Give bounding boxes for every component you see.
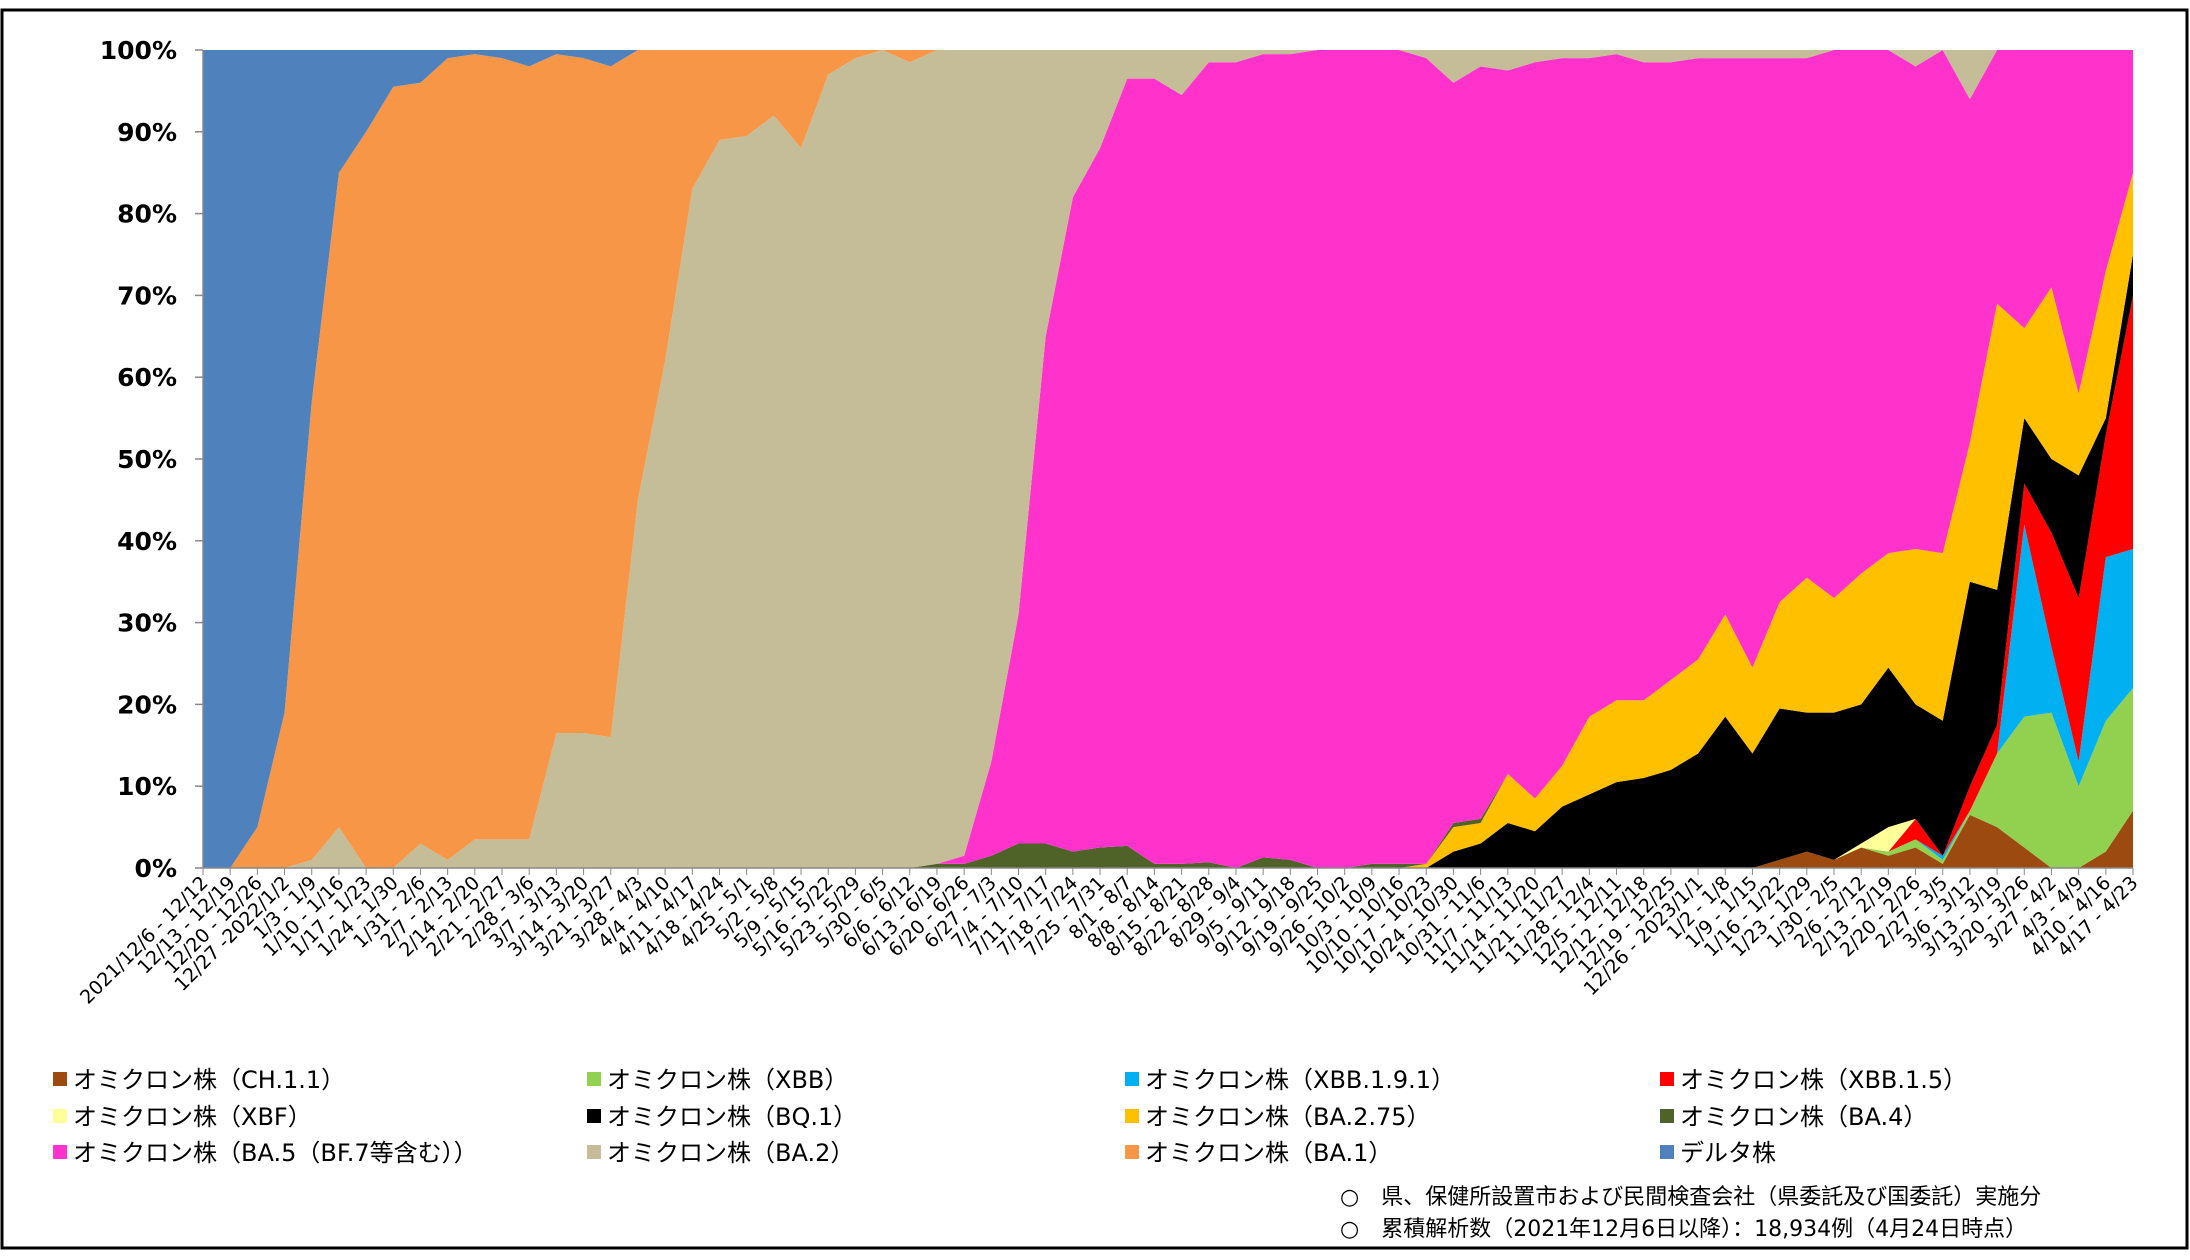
legend-swatch <box>1660 1145 1674 1159</box>
y-tick-label: 20% <box>117 690 177 719</box>
legend-label: オミクロン株（BA.5（BF.7等含む）） <box>73 1139 478 1167</box>
legend-label: オミクロン株（BQ.1） <box>607 1103 857 1131</box>
legend-swatch <box>587 1109 601 1123</box>
y-tick-label: 40% <box>117 527 177 556</box>
legend-label: オミクロン株（XBB） <box>607 1066 848 1094</box>
note: ○ 県、保健所設置市および民間検査会社（県委託及び国委託）実施分 <box>1340 1185 2041 1210</box>
note: ○ 累積解析数（2021年12月6日以降）：18,934例（4月24日時点） <box>1340 1217 2027 1242</box>
area <box>203 50 2133 868</box>
y-tick-label: 30% <box>117 609 177 638</box>
y-tick-label: 50% <box>117 445 177 474</box>
legend-label: オミクロン株（CH.1.1） <box>73 1066 345 1094</box>
legend-swatch <box>1125 1145 1139 1159</box>
legend-label: オミクロン株（BA.2） <box>607 1139 854 1167</box>
legend-swatch <box>587 1072 601 1086</box>
y-tick-label: 90% <box>117 118 177 147</box>
legend-swatch <box>1125 1072 1139 1086</box>
area <box>203 50 2133 868</box>
legend-label: デルタ株 <box>1680 1139 1776 1167</box>
y-tick-label: 0% <box>135 854 177 883</box>
y-tick-label: 60% <box>117 363 177 392</box>
legend-swatch <box>53 1109 67 1123</box>
y-tick-label: 100% <box>100 36 177 65</box>
legend-label: オミクロン株（BA.4） <box>1680 1103 1927 1131</box>
legend-swatch <box>587 1145 601 1159</box>
area <box>203 810 2133 868</box>
area <box>203 254 2133 868</box>
legend-label: オミクロン株（BA.2.75） <box>1145 1103 1431 1131</box>
legend-label: オミクロン株（BA.1） <box>1145 1139 1392 1167</box>
legend-label: オミクロン株（XBB.1.5） <box>1680 1066 1967 1094</box>
y-tick-label: 80% <box>117 200 177 229</box>
y-tick-label: 10% <box>117 772 177 801</box>
legend-swatch <box>1660 1072 1674 1086</box>
y-tick-label: 70% <box>117 281 177 310</box>
frame <box>0 8 2189 1250</box>
legend-swatch <box>1125 1109 1139 1123</box>
legend-swatch <box>53 1072 67 1086</box>
legend-swatch <box>53 1145 67 1159</box>
legend-swatch <box>1660 1109 1674 1123</box>
legend-label: オミクロン株（XBF） <box>73 1103 312 1131</box>
legend-label: オミクロン株（XBB.1.9.1） <box>1145 1066 1455 1094</box>
area <box>203 50 2133 868</box>
